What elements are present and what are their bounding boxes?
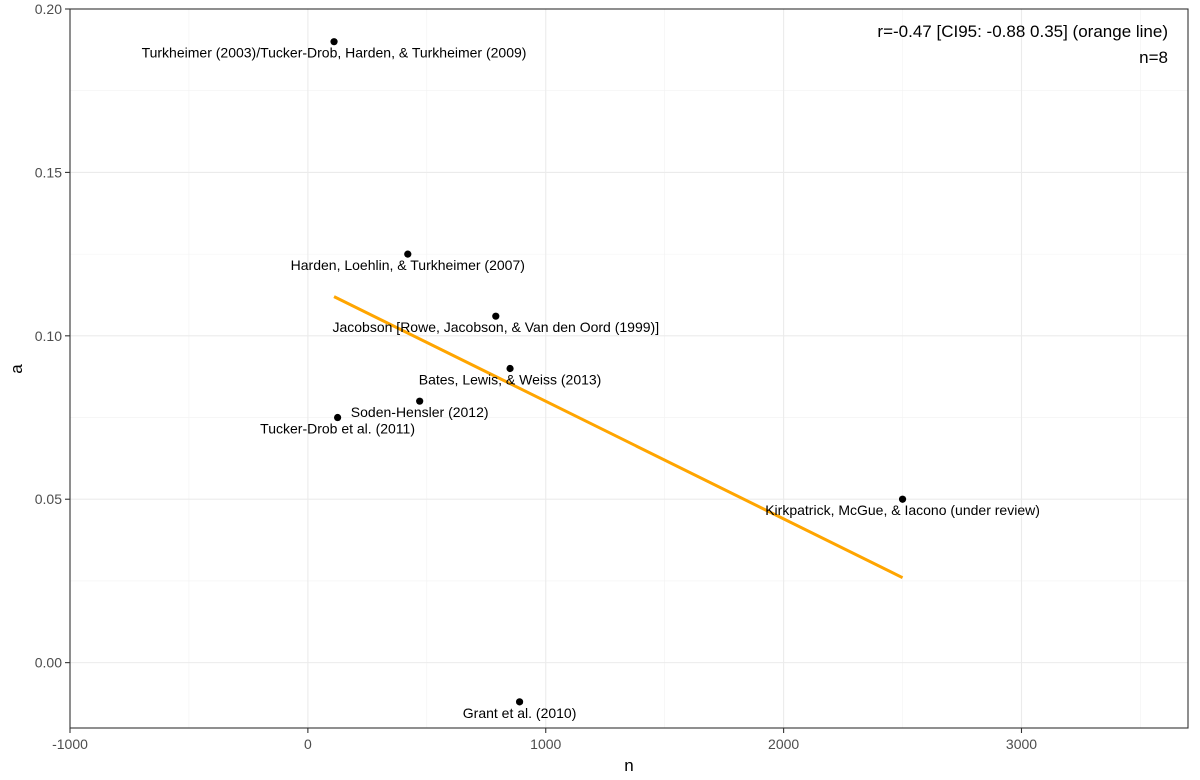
data-point	[492, 312, 500, 320]
major-gridlines	[69, 8, 1188, 728]
regression-line	[333, 295, 904, 580]
panel-border	[69, 8, 1189, 729]
data-point	[330, 38, 338, 46]
axis-tick-labels: -1000 0 1000 2000 3000 0.00 0.05 0.10 0.15 0.20	[35, 1, 1038, 752]
data-point-label: Turkheimer (2003)/Tucker-Drob, Harden, &…	[142, 45, 527, 61]
minor-gridlines	[70, 9, 1188, 728]
x-tick-label: 0	[304, 736, 312, 752]
sample-size-annotation: n=8	[1139, 48, 1168, 67]
y-tick-label: 0.20	[35, 1, 62, 17]
y-tick-label: 0.00	[35, 655, 62, 671]
x-axis-title: n	[624, 756, 633, 775]
data-point-label: Jacobson [Rowe, Jacobson, & Van den Oord…	[332, 319, 659, 335]
y-tick-label: 0.05	[35, 491, 62, 507]
fit-line-group	[333, 295, 904, 580]
data-point	[334, 413, 342, 422]
data-point-label: Bates, Lewis, & Weiss (2013)	[419, 372, 602, 388]
x-tick-label: 3000	[1006, 736, 1037, 752]
data-point-label: Grant et al. (2010)	[463, 705, 577, 721]
data-point-label: Tucker-Drob et al. (2011)	[260, 421, 415, 437]
axis-ticks	[65, 8, 1023, 733]
data-point	[416, 397, 424, 405]
x-tick-label: -1000	[52, 736, 88, 752]
y-tick-label: 0.10	[35, 328, 62, 344]
data-point-label: Harden, Loehlin, & Turkheimer (2007)	[291, 257, 525, 273]
data-point-labels: Turkheimer (2003)/Tucker-Drob, Harden, &…	[142, 45, 1040, 721]
x-tick-label: 2000	[768, 736, 799, 752]
data-point	[506, 364, 514, 373]
y-tick-label: 0.15	[35, 164, 62, 180]
data-point	[404, 250, 412, 258]
y-axis-title: a	[7, 364, 26, 374]
correlation-annotation: r=-0.47 [CI95: -0.88 0.35] (orange line)	[877, 22, 1168, 41]
data-point-label: Soden-Hensler (2012)	[351, 404, 489, 420]
data-point	[898, 495, 907, 503]
x-tick-label: 1000	[530, 736, 561, 752]
data-point-label: Kirkpatrick, McGue, & Iacono (under revi…	[765, 502, 1040, 518]
data-point	[515, 698, 524, 706]
data-points	[330, 38, 907, 706]
